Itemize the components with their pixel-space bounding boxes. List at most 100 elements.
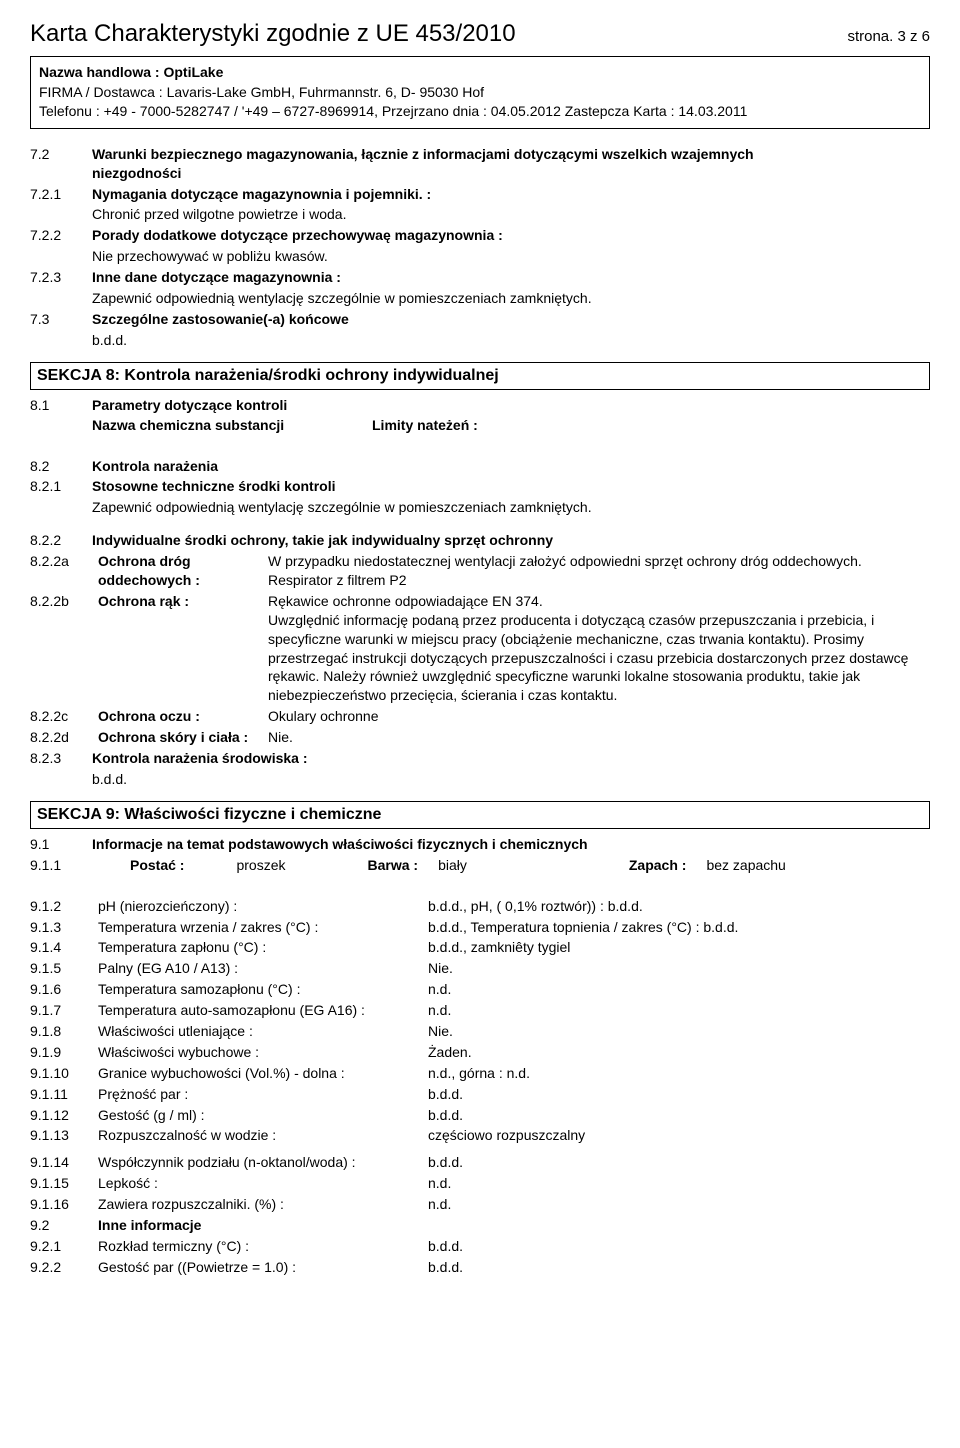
- property-row: 9.2.1Rozkład termiczny (°C) :b.d.d.: [30, 1237, 930, 1256]
- property-label: Palny (EG A10 / A13) :: [98, 959, 428, 978]
- property-label: Temperatura zapłonu (°C) :: [98, 938, 428, 957]
- property-value: n.d.: [428, 1174, 930, 1193]
- row-8-2: 8.2 Kontrola narażenia: [30, 457, 930, 476]
- property-label: Zawiera rozpuszczalniki. (%) :: [98, 1195, 428, 1214]
- num: 9.1.5: [30, 959, 98, 978]
- num: 9.1.16: [30, 1195, 98, 1214]
- text: b.d.d.: [92, 770, 930, 789]
- num: 8.2.2: [30, 531, 92, 550]
- trade-name: Nazwa handlowa : OptiLake: [39, 63, 921, 83]
- property-value: b.d.d.: [428, 1153, 930, 1172]
- property-value: częściowo rozpuszczalny: [428, 1126, 930, 1145]
- property-value: b.d.d., Temperatura topnienia / zakres (…: [428, 918, 930, 937]
- row-8-2-1: 8.2.1 Stosowne techniczne środki kontrol…: [30, 477, 930, 496]
- text: Kontrola narażenia środowiska :: [92, 749, 930, 768]
- text: Indywidualne środki ochrony, takie jak i…: [92, 531, 930, 550]
- phone-line: Telefonu : +49 - 7000-5282747 / '+49 – 6…: [39, 102, 921, 122]
- text: Zapewnić odpowiednią wentylację szczegól…: [92, 498, 930, 517]
- property-label: Prężność par :: [98, 1085, 428, 1104]
- section-8-title: SEKCJA 8: Kontrola narażenia/środki ochr…: [30, 362, 930, 390]
- property-value: b.d.d., pH, ( 0,1% roztwór)) : b.d.d.: [428, 897, 930, 916]
- text: Chronić przed wilgotne powietrze i woda.: [92, 205, 930, 224]
- num: 8.2.2b: [30, 592, 98, 705]
- num: 9.1.7: [30, 1001, 98, 1020]
- row-8-2-2c: 8.2.2c Ochrona oczu : Okulary ochronne: [30, 707, 930, 726]
- num: 9.2.2: [30, 1258, 98, 1277]
- value: W przypadku niedostatecznej wentylacji z…: [268, 552, 930, 590]
- num: 9.1.2: [30, 897, 98, 916]
- property-label: Temperatura samozapłonu (°C) :: [98, 980, 428, 999]
- value: Nie.: [268, 728, 930, 747]
- num: 9.2.1: [30, 1237, 98, 1256]
- text: Kontrola narażenia: [92, 457, 930, 476]
- num: 9.1.15: [30, 1174, 98, 1193]
- row-8-2-2b: 8.2.2b Ochrona rąk : Rękawice ochronne o…: [30, 592, 930, 705]
- label: Ochrona rąk :: [98, 592, 268, 705]
- value: Rękawice ochronne odpowiadające EN 374. …: [268, 592, 930, 705]
- property-value: b.d.d.: [428, 1085, 930, 1104]
- num: 9.1.3: [30, 918, 98, 937]
- property-row: 9.1.9Właściwości wybuchowe :Żaden.: [30, 1043, 930, 1062]
- section-9-title: SEKCJA 9: Właściwości fizyczne i chemicz…: [30, 801, 930, 829]
- section-9-2-properties: 9.2.1Rozkład termiczny (°C) :b.d.d.9.2.2…: [30, 1237, 930, 1277]
- property-row: 9.1.7Temperatura auto-samozapłonu (EG A1…: [30, 1001, 930, 1020]
- row-8-2-2d: 8.2.2d Ochrona skóry i ciała : Nie.: [30, 728, 930, 747]
- supplier: FIRMA / Dostawca : Lavaris-Lake GmbH, Fu…: [39, 83, 921, 103]
- num: 7.2.1: [30, 185, 92, 204]
- property-label: Rozpuszczalność w wodzie :: [98, 1126, 428, 1145]
- text: Stosowne techniczne środki kontroli: [92, 477, 930, 496]
- row-7-2-2: 7.2.2 Porady dodatkowe dotyczące przecho…: [30, 226, 930, 245]
- num: 8.2.3: [30, 749, 92, 768]
- property-label: Rozkład termiczny (°C) :: [98, 1237, 428, 1256]
- row-9-1: 9.1 Informacje na temat podstawowych wła…: [30, 835, 930, 854]
- property-value: n.d.: [428, 1195, 930, 1214]
- property-label: Gestość (g / ml) :: [98, 1106, 428, 1125]
- value: Okulary ochronne: [268, 707, 930, 726]
- section-9-properties: 9.1.2pH (nierozcieńczony) :b.d.d., pH, (…: [30, 897, 930, 1146]
- property-row: 9.1.14Współczynnik podziału (n-oktanol/w…: [30, 1153, 930, 1172]
- num: 9.2: [30, 1216, 98, 1235]
- text: Informacje na temat podstawowych właściw…: [92, 835, 930, 854]
- property-row: 9.1.6Temperatura samozapłonu (°C) :n.d.: [30, 980, 930, 999]
- property-label: Właściwości wybuchowe :: [98, 1043, 428, 1062]
- num: 7.2: [30, 145, 92, 183]
- property-label: Temperatura auto-samozapłonu (EG A16) :: [98, 1001, 428, 1020]
- text: Parametry dotyczące kontroli: [92, 396, 930, 415]
- row-8-2-2: 8.2.2 Indywidualne środki ochrony, takie…: [30, 531, 930, 550]
- property-value: b.d.d.: [428, 1258, 930, 1277]
- property-value: n.d.: [428, 980, 930, 999]
- text: Warunki bezpiecznego magazynowania, łącz…: [92, 145, 930, 183]
- postac-label: Postać :: [130, 856, 184, 875]
- text: Nymagania dotyczące magazynownia i pojem…: [92, 185, 930, 204]
- row-8-1: 8.1 Parametry dotyczące kontroli: [30, 396, 930, 415]
- property-value: Żaden.: [428, 1043, 930, 1062]
- property-value: n.d., górna : n.d.: [428, 1064, 930, 1083]
- property-row: 9.1.2pH (nierozcieńczony) :b.d.d., pH, (…: [30, 897, 930, 916]
- property-row: 9.1.5Palny (EG A10 / A13) :Nie.: [30, 959, 930, 978]
- num: 8.2.1: [30, 477, 92, 496]
- text: Szczególne zastosowanie(-a) końcowe: [92, 310, 930, 329]
- doc-title-row: Karta Charakterystyki zgodnie z UE 453/2…: [30, 20, 930, 48]
- num: 9.1.9: [30, 1043, 98, 1062]
- property-label: Lepkość :: [98, 1174, 428, 1193]
- num: 8.2.2c: [30, 707, 98, 726]
- property-row: 9.1.3Temperatura wrzenia / zakres (°C) :…: [30, 918, 930, 937]
- num: 8.2.2a: [30, 552, 98, 590]
- property-label: Współczynnik podziału (n-oktanol/woda) :: [98, 1153, 428, 1172]
- row-9-1-1: 9.1.1 Postać : proszek Barwa : biały Zap…: [30, 856, 930, 875]
- doc-title: Karta Charakterystyki zgodnie z UE 453/2…: [30, 20, 516, 48]
- chem-name-label: Nazwa chemiczna substancji: [92, 417, 372, 433]
- property-row: 9.1.4Temperatura zapłonu (°C) :b.d.d., z…: [30, 938, 930, 957]
- text: Inne dane dotyczące magazynownia :: [92, 268, 930, 287]
- row-8-2-2a: 8.2.2a Ochrona dróg oddechowych : W przy…: [30, 552, 930, 590]
- property-value: Nie.: [428, 1022, 930, 1041]
- postac-value: proszek: [236, 856, 285, 875]
- property-row: 9.1.11Prężność par :b.d.d.: [30, 1085, 930, 1104]
- barwa-value: biały: [438, 856, 467, 875]
- property-label: Właściwości utleniające :: [98, 1022, 428, 1041]
- num: 9.1.1: [30, 856, 98, 875]
- zapach-value: bez zapachu: [706, 856, 785, 875]
- property-row: 9.2.2Gestość par ((Powietrze = 1.0) :b.d…: [30, 1258, 930, 1277]
- property-label: Gestość par ((Powietrze = 1.0) :: [98, 1258, 428, 1277]
- text: b.d.d.: [92, 331, 930, 350]
